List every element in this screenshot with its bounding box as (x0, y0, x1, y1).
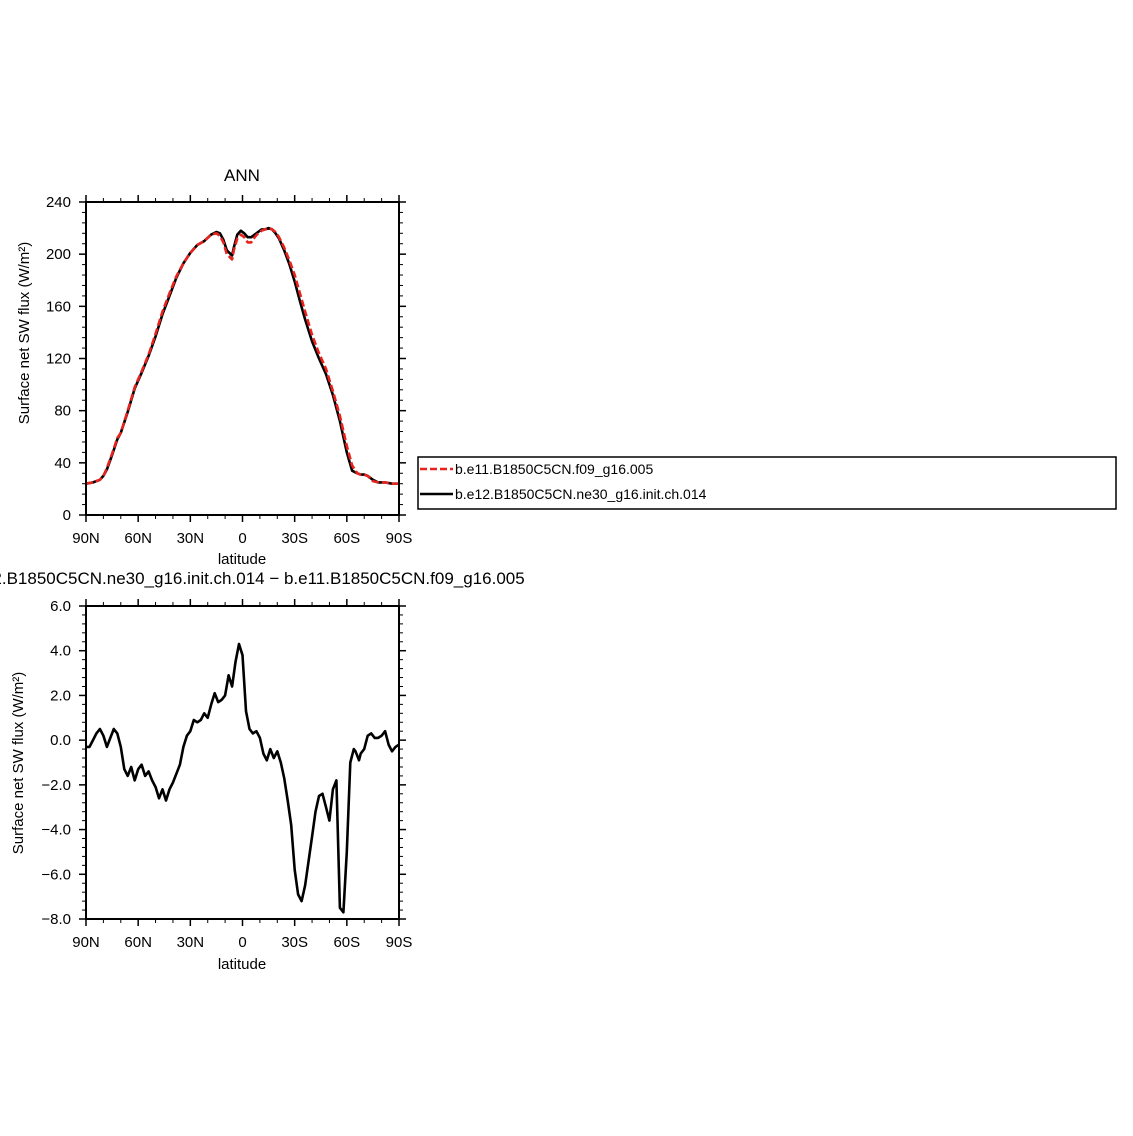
bottom-chart-x-tick-label: 60S (333, 934, 360, 951)
top-chart-y-tick-label: 120 (46, 351, 71, 368)
bottom-chart-y-tick-label: −8.0 (41, 911, 71, 928)
top-chart-x-tick-label: 90S (386, 530, 413, 547)
legend-label-series-1: b.e11.B1850C5CN.f09_g16.005 (455, 461, 653, 477)
bottom-chart-y-tick-label: −6.0 (41, 866, 71, 883)
top-chart-x-tick-label: 30S (281, 530, 308, 547)
legend-box (417, 456, 1117, 510)
bottom-chart-y-tick-label: −2.0 (41, 777, 71, 794)
bottom-chart-x-axis-label: latitude (218, 956, 266, 973)
top-chart-frame (85, 201, 400, 516)
top-chart-x-axis-label: latitude (218, 551, 266, 568)
bottom-chart-x-tick-label: 30N (177, 934, 205, 951)
top-chart-x-tick-label: 30N (177, 530, 205, 547)
top-chart-panel: ANN 90N 60N 30N 0 30S 60S 90S 0 40 80 120 160 200 240… (16, 166, 412, 568)
top-chart-tick-labels: 90N 60N 30N 0 30S 60S 90S 0 40 80 120 160 200 240 (46, 194, 412, 547)
bottom-chart-y-axis-label: Surface net SW flux (W/m²) (10, 672, 27, 855)
bottom-chart-y-tick-label: 2.0 (50, 687, 71, 704)
bottom-chart-y-tick-label: 4.0 (50, 643, 71, 660)
top-chart-y-tick-label: 240 (46, 194, 71, 211)
top-chart-x-tick-label: 60N (124, 530, 152, 547)
legend: b.e11.B1850C5CN.f09_g16.005 b.e12.B1850C… (417, 456, 1117, 510)
bottom-chart-frame (85, 605, 400, 920)
bottom-chart-x-tick-label: 30S (281, 934, 308, 951)
top-chart-y-tick-label: 200 (46, 246, 71, 263)
bottom-chart-x-tick-label: 90N (72, 934, 100, 951)
top-chart-title: ANN (224, 166, 260, 185)
top-chart-x-tick-label: 90N (72, 530, 100, 547)
bottom-chart-tick-labels: 90N 60N 30N 0 30S 60S 90S −8.0 −6.0 −4.0 −2.0 0.0 2.… (41, 598, 412, 951)
top-chart-lines (85, 226, 399, 486)
bottom-chart-lines (86, 642, 400, 914)
bottom-chart-x-tick-label: 90S (386, 934, 413, 951)
legend-label-series-2: b.e12.B1850C5CN.ne30_g16.init.ch.014 (455, 486, 707, 502)
bottom-chart-series-line-1 (86, 642, 400, 914)
top-chart-x-tick-label: 0 (238, 530, 246, 547)
bottom-chart-title: b.e12.B1850C5CN.ne30_g16.init.ch.014 − b… (0, 569, 525, 588)
bottom-chart-y-tick-label: 6.0 (50, 598, 71, 615)
top-chart-series-line-2 (85, 226, 399, 486)
bottom-chart-x-tick-label: 60N (124, 934, 152, 951)
bottom-chart-y-tick-label: 0.0 (50, 732, 71, 749)
top-chart-y-tick-label: 0 (63, 507, 71, 524)
top-chart-y-tick-label: 40 (54, 455, 71, 472)
bottom-chart-x-tick-label: 0 (238, 934, 246, 951)
top-chart-x-tick-label: 60S (333, 530, 360, 547)
bottom-chart-y-tick-label: −4.0 (41, 822, 71, 839)
bottom-chart-ticks (79, 599, 406, 926)
bottom-chart-panel: b.e12.B1850C5CN.ne30_g16.init.ch.014 − b… (0, 569, 525, 973)
top-chart-series-line-1 (85, 226, 399, 486)
top-chart-y-tick-label: 160 (46, 298, 71, 315)
top-chart-y-axis-label: Surface net SW flux (W/m²) (16, 242, 33, 425)
top-chart-y-tick-label: 80 (54, 403, 71, 420)
